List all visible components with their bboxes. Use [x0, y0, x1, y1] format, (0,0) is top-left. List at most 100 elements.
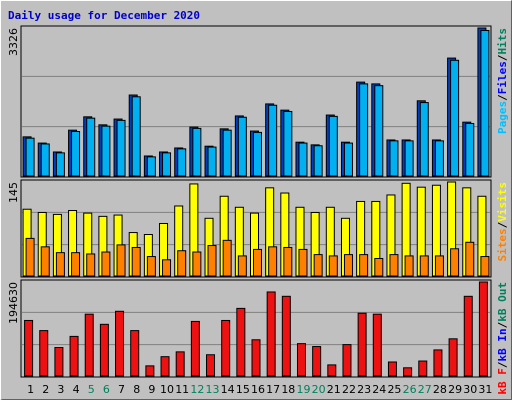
- bar: [266, 291, 276, 377]
- bar: [342, 344, 352, 377]
- bar: [296, 343, 306, 377]
- bar: [101, 125, 111, 177]
- bar: [192, 251, 202, 277]
- x-tick-label: 14: [221, 383, 235, 396]
- bar: [84, 313, 94, 377]
- legend-entry: kB F: [496, 368, 509, 395]
- x-tick-label: 27: [418, 383, 432, 396]
- bar: [465, 241, 475, 277]
- bar: [40, 143, 50, 177]
- bar: [313, 254, 323, 277]
- bar: [175, 351, 185, 377]
- legend-entry: Sites: [496, 228, 509, 261]
- bar: [418, 360, 428, 377]
- bar: [450, 59, 460, 177]
- bar: [55, 152, 65, 177]
- x-tick-label: 24: [372, 383, 386, 396]
- bar: [359, 254, 369, 277]
- bar: [253, 248, 262, 277]
- bar: [54, 347, 64, 377]
- legend: Pages/Files/Hits: [496, 28, 509, 134]
- bar: [312, 346, 322, 377]
- bar: [313, 145, 323, 177]
- x-tick-label: 10: [160, 383, 174, 396]
- bar: [268, 104, 278, 177]
- bar: [130, 330, 140, 377]
- x-tick-label: 18: [281, 383, 295, 396]
- chart-title: Daily usage for December 2020: [8, 9, 200, 22]
- bar: [465, 122, 475, 177]
- bar: [39, 330, 49, 377]
- bar: [99, 323, 109, 377]
- bar: [463, 295, 473, 377]
- x-tick-label: 5: [88, 383, 95, 396]
- bar: [450, 248, 460, 277]
- bar: [71, 131, 81, 177]
- bar: [389, 254, 399, 277]
- legend-entry: Files: [496, 61, 509, 94]
- bar: [24, 319, 34, 377]
- legend-entry: /: [496, 94, 509, 101]
- bar: [207, 146, 217, 177]
- bar: [343, 142, 353, 177]
- bar: [190, 320, 200, 377]
- bar: [160, 356, 170, 377]
- bar: [419, 255, 429, 277]
- x-tick-label: 29: [448, 383, 462, 396]
- x-tick-label: 22: [342, 383, 356, 396]
- bar: [327, 364, 337, 377]
- bar: [433, 349, 443, 377]
- bar: [448, 338, 458, 377]
- legend: kB F/kB In/kB Out: [496, 282, 509, 395]
- bar: [116, 119, 126, 177]
- bar: [419, 102, 429, 177]
- bar: [389, 140, 399, 177]
- bar: [207, 245, 217, 277]
- x-tick-label: 15: [236, 383, 250, 396]
- x-tick-label: 19: [296, 383, 310, 396]
- x-tick-label: 3: [57, 383, 64, 396]
- bar: [251, 339, 261, 377]
- bar: [86, 117, 96, 177]
- bar: [387, 361, 397, 377]
- x-tick-label: 8: [133, 383, 140, 396]
- x-tick-label: 21: [327, 383, 341, 396]
- x-tick-label: 16: [251, 383, 265, 396]
- bar: [480, 29, 490, 177]
- bar: [298, 248, 308, 277]
- bar: [206, 354, 216, 377]
- bar: [25, 137, 35, 177]
- legend-entry: kB In: [496, 328, 509, 361]
- y-tick-label: 145: [7, 182, 20, 203]
- legend-entry: /: [496, 221, 509, 228]
- bar: [359, 83, 369, 177]
- bar: [404, 255, 414, 277]
- bar: [480, 256, 490, 277]
- bar: [328, 255, 338, 277]
- x-tick-label: 11: [175, 383, 189, 396]
- bar: [55, 252, 65, 277]
- bar: [192, 127, 202, 177]
- x-tick-label: 20: [312, 383, 326, 396]
- bar: [146, 256, 156, 277]
- bar: [237, 116, 247, 177]
- legend: Sites/Visits: [496, 182, 509, 262]
- bar: [177, 250, 187, 277]
- x-tick-label: 7: [118, 383, 125, 396]
- y-tick-label: 3326: [7, 28, 20, 56]
- bar: [145, 365, 155, 377]
- x-tick-label: 31: [478, 383, 492, 396]
- x-tick-label: 13: [206, 383, 220, 396]
- bar: [268, 246, 278, 277]
- x-tick-label: 25: [387, 383, 401, 396]
- bar: [131, 96, 141, 177]
- legend-entry: Pages: [496, 101, 509, 134]
- bar: [222, 129, 232, 177]
- bar: [177, 148, 187, 177]
- y-tick-label: 194630: [7, 282, 20, 324]
- bar: [404, 140, 414, 177]
- x-tick-label: 9: [148, 383, 155, 396]
- bar: [434, 140, 444, 177]
- bar: [69, 335, 79, 377]
- bar: [281, 295, 291, 377]
